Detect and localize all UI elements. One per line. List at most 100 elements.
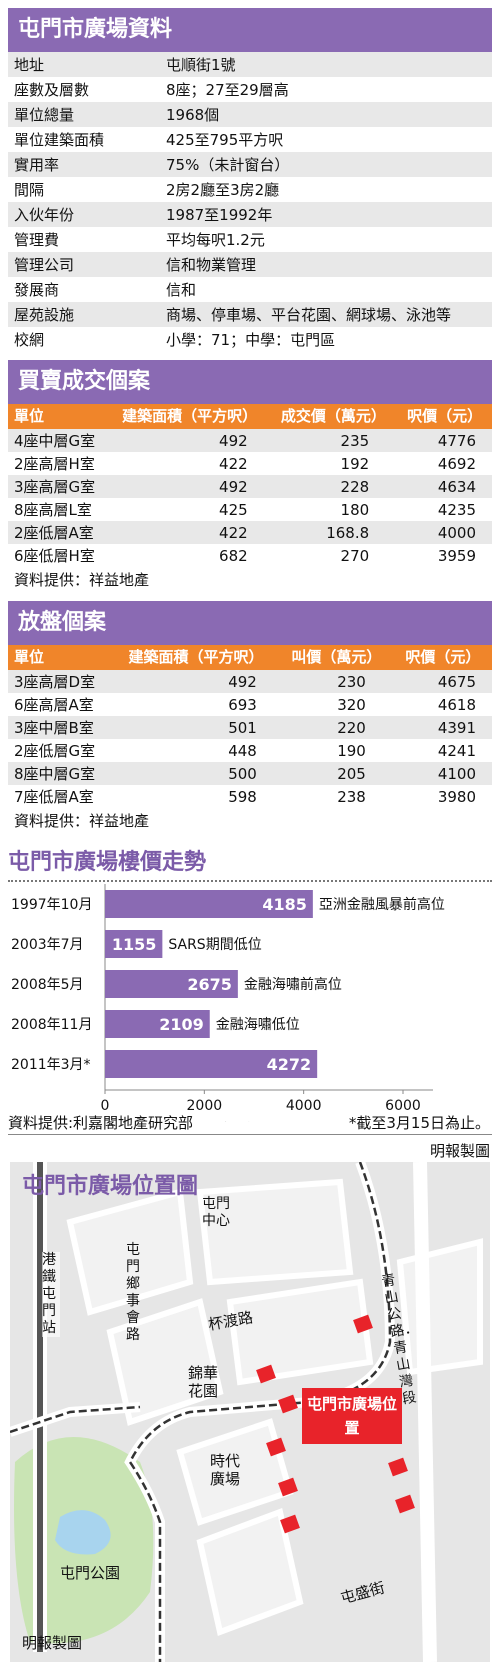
cell-sqft-price: 4692 (397, 452, 492, 475)
label-tuen-mun-park: 屯門公園 (60, 1564, 121, 1582)
info-value: 425至795平方呎 (160, 127, 492, 152)
x-tick-label: 4000 (286, 1098, 322, 1114)
building-marker (395, 1494, 415, 1514)
cell-area: 598 (113, 785, 279, 808)
info-row: 單位建築面積 425至795平方呎 (8, 127, 492, 152)
info-key: 發展商 (8, 277, 160, 302)
footer-divider (8, 1134, 492, 1135)
cell-area: 693 (113, 693, 279, 716)
label-tuen-mun-centre: 屯門中心 (202, 1196, 230, 1229)
info-row: 座數及層數 8座；27至29層高 (8, 77, 492, 102)
cell-area: 492 (113, 670, 279, 693)
deals-header-area: 建築面積（平方呎） (109, 404, 270, 429)
info-key: 管理費 (8, 227, 160, 252)
building-marker (280, 1514, 300, 1534)
table-row: 3座高層D室 492 230 4675 (8, 670, 492, 693)
info-value: 1987至1992年 (160, 202, 492, 227)
listings-header-unit: 單位 (8, 645, 114, 670)
cell-area: 500 (113, 762, 279, 785)
listings-header-sqft: 呎價（元） (393, 645, 492, 670)
x-tick-label: 2000 (187, 1098, 223, 1114)
building-marker (266, 1437, 286, 1457)
cell-unit: 3座高層G室 (8, 475, 110, 498)
cell-price: 230 (278, 670, 394, 693)
cell-unit: 2座高層H室 (8, 452, 110, 475)
cell-unit: 7座低層A室 (8, 785, 114, 808)
bar-value-label: 2675 (187, 975, 232, 994)
cell-unit: 6座低層H室 (8, 544, 110, 567)
info-key: 間隔 (8, 177, 160, 202)
cell-price: 220 (278, 716, 394, 739)
info-value: 商場、停車場、平台花園、網球場、泳池等 (160, 302, 492, 327)
building-marker (278, 1477, 298, 1497)
info-row: 入伙年份 1987至1992年 (8, 202, 492, 227)
cell-area: 422 (109, 521, 270, 544)
cell-unit: 4座中層G室 (8, 429, 110, 452)
building-marker (388, 1457, 408, 1477)
deals-header-sqft: 呎價（元） (397, 404, 492, 429)
cell-sqft-price: 4675 (393, 670, 492, 693)
bar-value-label: 4185 (262, 895, 307, 914)
label-rail-station: 港鐵屯門站 (42, 1252, 60, 1337)
deals-table: 單位 建築面積（平方呎） 成交價（萬元） 呎價（元） 4座中層G室 492 23… (8, 404, 492, 567)
bar (105, 890, 313, 918)
cell-sqft-price: 4776 (397, 429, 492, 452)
info-value: 平均每呎1.2元 (160, 227, 492, 252)
cell-sqft-price: 4391 (393, 716, 492, 739)
bar-annotation: 亞洲金融風暴前高位 (319, 896, 445, 913)
building-markers (256, 1314, 415, 1534)
table-row: 3座中層B室 501 220 4391 (8, 716, 492, 739)
info-key: 實用率 (8, 152, 160, 177)
bar-value-label: 2109 (159, 1015, 204, 1034)
info-value: 2房2廳至3房2廳 (160, 177, 492, 202)
info-row: 間隔 2房2廳至3房2廳 (8, 177, 492, 202)
cell-area: 448 (113, 739, 279, 762)
cell-unit: 2座低層A室 (8, 521, 110, 544)
cell-price: 238 (278, 785, 394, 808)
cell-unit: 8座中層G室 (8, 762, 114, 785)
info-key: 入伙年份 (8, 202, 160, 227)
table-row: 4座中層G室 492 235 4776 (8, 429, 492, 452)
category-label: 2003年7月 (11, 937, 84, 953)
park-pond (55, 1510, 111, 1555)
footer-note: *截至3月15日為止。 (348, 1114, 490, 1132)
info-key: 管理公司 (8, 252, 160, 277)
x-axis-label: 平均呎價(元) (204, 1121, 285, 1122)
label-heung-sze-wui-road: 屯門鄉事會路 (126, 1242, 140, 1343)
listings-header-area: 建築面積（平方呎） (113, 645, 279, 670)
cell-price: 192 (269, 452, 398, 475)
category-label: 2008年5月 (11, 977, 84, 993)
cell-price: 205 (278, 762, 394, 785)
category-label: 2008年11月 (11, 1017, 92, 1033)
info-row: 管理費 平均每呎1.2元 (8, 227, 492, 252)
info-row: 單位總量 1968個 (8, 102, 492, 127)
table-row: 2座低層A室 422 168.8 4000 (8, 521, 492, 544)
category-label: 1997年10月 (11, 897, 92, 913)
x-tick-label: 6000 (385, 1098, 421, 1114)
listings-source: 資料提供：祥益地產 (14, 812, 150, 830)
info-key: 地址 (8, 52, 160, 77)
cell-price: 320 (278, 693, 394, 716)
cell-sqft-price: 4241 (393, 739, 492, 762)
cell-area: 501 (113, 716, 279, 739)
map-svg (10, 1162, 483, 1662)
cell-price: 235 (269, 429, 398, 452)
info-value: 1968個 (160, 102, 492, 127)
bar (105, 970, 238, 998)
bar-value-label: 1155 (112, 935, 157, 954)
light-rail-branch (10, 1405, 141, 1434)
cell-sqft-price: 4235 (397, 498, 492, 521)
building-marker (353, 1314, 373, 1334)
castle-peak-road (413, 1162, 437, 1662)
cell-sqft-price: 4100 (393, 762, 492, 785)
info-value: 75%（未計窗台） (160, 152, 492, 177)
road (10, 1402, 141, 1437)
map-block (196, 1507, 304, 1637)
cell-sqft-price: 3980 (393, 785, 492, 808)
info-row: 實用率 75%（未計窗台） (8, 152, 492, 177)
footer-source: 資料提供:利嘉閣地產研究部 (8, 1114, 194, 1132)
x-tick-label: 0 (101, 1098, 110, 1114)
listings-title: 放盤個案 (8, 601, 492, 645)
table-row: 6座低層H室 682 270 3959 (8, 544, 492, 567)
info-value: 8座；27至29層高 (160, 77, 492, 102)
